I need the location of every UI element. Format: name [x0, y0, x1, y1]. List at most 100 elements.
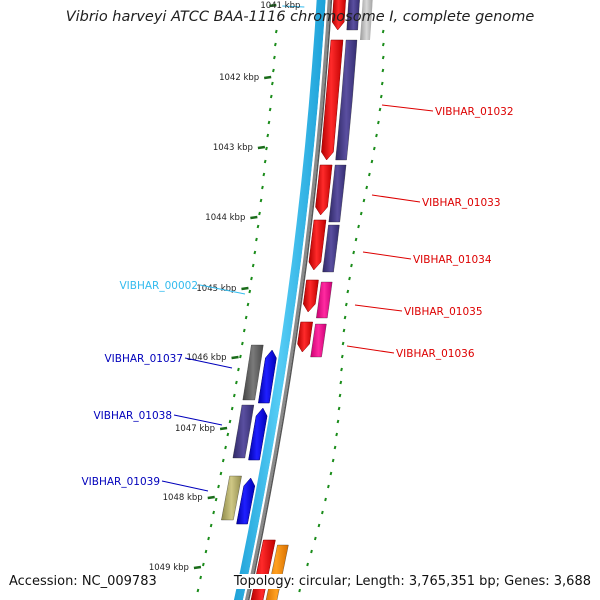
skew-dash-inner	[259, 198, 263, 203]
skew-dash-inner	[271, 81, 274, 86]
skew-dash-outer	[343, 315, 347, 320]
backbone-ring	[233, 0, 326, 600]
forward-cds-arrow	[321, 39, 344, 161]
gene-label-right: VIBHAR_01033	[422, 197, 501, 209]
gene-label-leader	[199, 284, 246, 295]
gene-labels: VIBHAR_01032 VIBHAR_01033 VIBHAR_01034 VIBH…	[81, 104, 514, 492]
scale-tick	[207, 495, 215, 500]
skew-dash-inner	[248, 289, 252, 294]
skew-dash-inner	[239, 354, 242, 359]
skew-dash-inner	[253, 250, 257, 255]
gene-label-leader	[371, 194, 421, 203]
tick-label: 1049 kbp	[149, 563, 189, 573]
scale-tick	[219, 426, 228, 431]
skew-dash-inner	[201, 562, 205, 567]
skew-dash-inner	[235, 380, 238, 385]
scale-tick	[257, 145, 266, 150]
skew-dash-inner	[204, 549, 208, 554]
skew-dash-inner	[262, 172, 266, 177]
gene-label-right: VIBHAR_01034	[413, 254, 492, 266]
skew-dash-outer	[331, 458, 335, 463]
tick-label: 1048 kbp	[163, 493, 203, 503]
tick-label: 1047 kbp	[175, 424, 215, 434]
skew-dash-outer	[359, 211, 363, 216]
reverse-cds-arrow	[248, 407, 268, 461]
cog-feature-right	[335, 39, 358, 161]
skew-dash-inner	[242, 328, 246, 333]
cog-feature-left	[221, 475, 242, 521]
skew-dash-outer	[352, 250, 356, 255]
skew-dash-inner	[274, 42, 277, 47]
accession-label: Accession: NC_009783	[9, 574, 157, 589]
skew-dash-inner	[244, 315, 248, 320]
reverse-cds-arrow	[236, 477, 256, 525]
skew-dash-outer	[348, 276, 351, 281]
gene-label-left: VIBHAR_01038	[93, 410, 172, 422]
cog-feature-left	[242, 344, 264, 401]
skew-dash-outer	[336, 419, 340, 424]
scale-tick	[193, 565, 202, 570]
skew-dash-inner	[209, 523, 213, 528]
cog-feature-right	[328, 164, 347, 223]
skew-dash-outer	[370, 159, 374, 164]
skew-dash-inner	[196, 588, 200, 593]
forward-cds-arrow	[303, 279, 319, 313]
map-title: Vibrio harveyi ATCC BAA-1116 chromosome …	[65, 9, 535, 25]
tick-marks: 1041 kbp 1042 kbp 1043 kbp 1044 kbp 1045 kbp…	[149, 1, 385, 593]
skew-dash-inner	[274, 29, 278, 34]
reverse-cds-arrow	[258, 349, 277, 404]
gene-label-leader	[161, 480, 209, 492]
forward-cds-arrow	[331, 0, 346, 31]
tick-label: 1041 kbp	[260, 1, 300, 11]
skew-dash-outer	[357, 224, 360, 229]
skew-dash-inner	[272, 68, 275, 73]
skew-dash-outer	[380, 81, 384, 86]
skew-dash-outer	[321, 510, 324, 515]
skew-dash-inner	[255, 237, 258, 242]
skew-dash-outer	[368, 172, 371, 177]
cog-feature-right	[310, 323, 327, 358]
skew-dash-outer	[350, 263, 353, 268]
gene-label-leader	[381, 104, 434, 112]
scale-tick	[241, 286, 249, 291]
gene-label-leader	[354, 304, 403, 312]
skew-dash-outer	[381, 29, 385, 34]
feature-tracks	[221, 0, 373, 600]
skew-dash-inner	[267, 120, 271, 125]
skew-dash-outer	[365, 185, 369, 190]
skew-dash-outer	[313, 536, 317, 541]
gene-label-right: VIBHAR_01032	[435, 106, 514, 118]
skew-dash-inner	[246, 302, 250, 307]
gene-label-leader	[362, 251, 412, 260]
gene-label-right: VIBHAR_01035	[404, 306, 483, 318]
skew-dash-outer	[340, 367, 343, 372]
tick-label: 1045 kbp	[196, 284, 236, 294]
skew-dash-inner	[230, 406, 234, 411]
skew-dash-outer	[342, 328, 346, 333]
skew-dash-inner	[226, 432, 230, 437]
tick-label: 1042 kbp	[219, 73, 259, 83]
skew-dash-outer	[298, 588, 302, 593]
skew-dash-outer	[381, 55, 385, 60]
scale-tick	[264, 75, 272, 80]
gene-label-leader	[184, 357, 233, 369]
tick-label: 1044 kbp	[205, 213, 245, 223]
forward-cds-arrow	[308, 219, 327, 271]
skew-dash-inner	[263, 159, 267, 164]
genome-summary: Topology: circular; Length: 3,765,351 bp…	[233, 574, 591, 589]
forward-cds-arrow	[297, 321, 313, 353]
gene-label-leader	[346, 345, 395, 354]
skew-dash-outer	[375, 133, 378, 138]
skew-dash-inner	[261, 185, 264, 190]
skew-dash-inner	[232, 393, 236, 398]
scale-tick	[269, 3, 277, 8]
skew-dash-outer	[378, 107, 382, 112]
skew-dash-inner	[199, 575, 203, 580]
skew-dash-outer	[310, 549, 313, 554]
skew-dash-outer	[338, 393, 342, 398]
skew-dash-outer	[324, 497, 327, 502]
gene-label-leader	[173, 414, 223, 426]
skew-dash-inner	[265, 146, 268, 151]
